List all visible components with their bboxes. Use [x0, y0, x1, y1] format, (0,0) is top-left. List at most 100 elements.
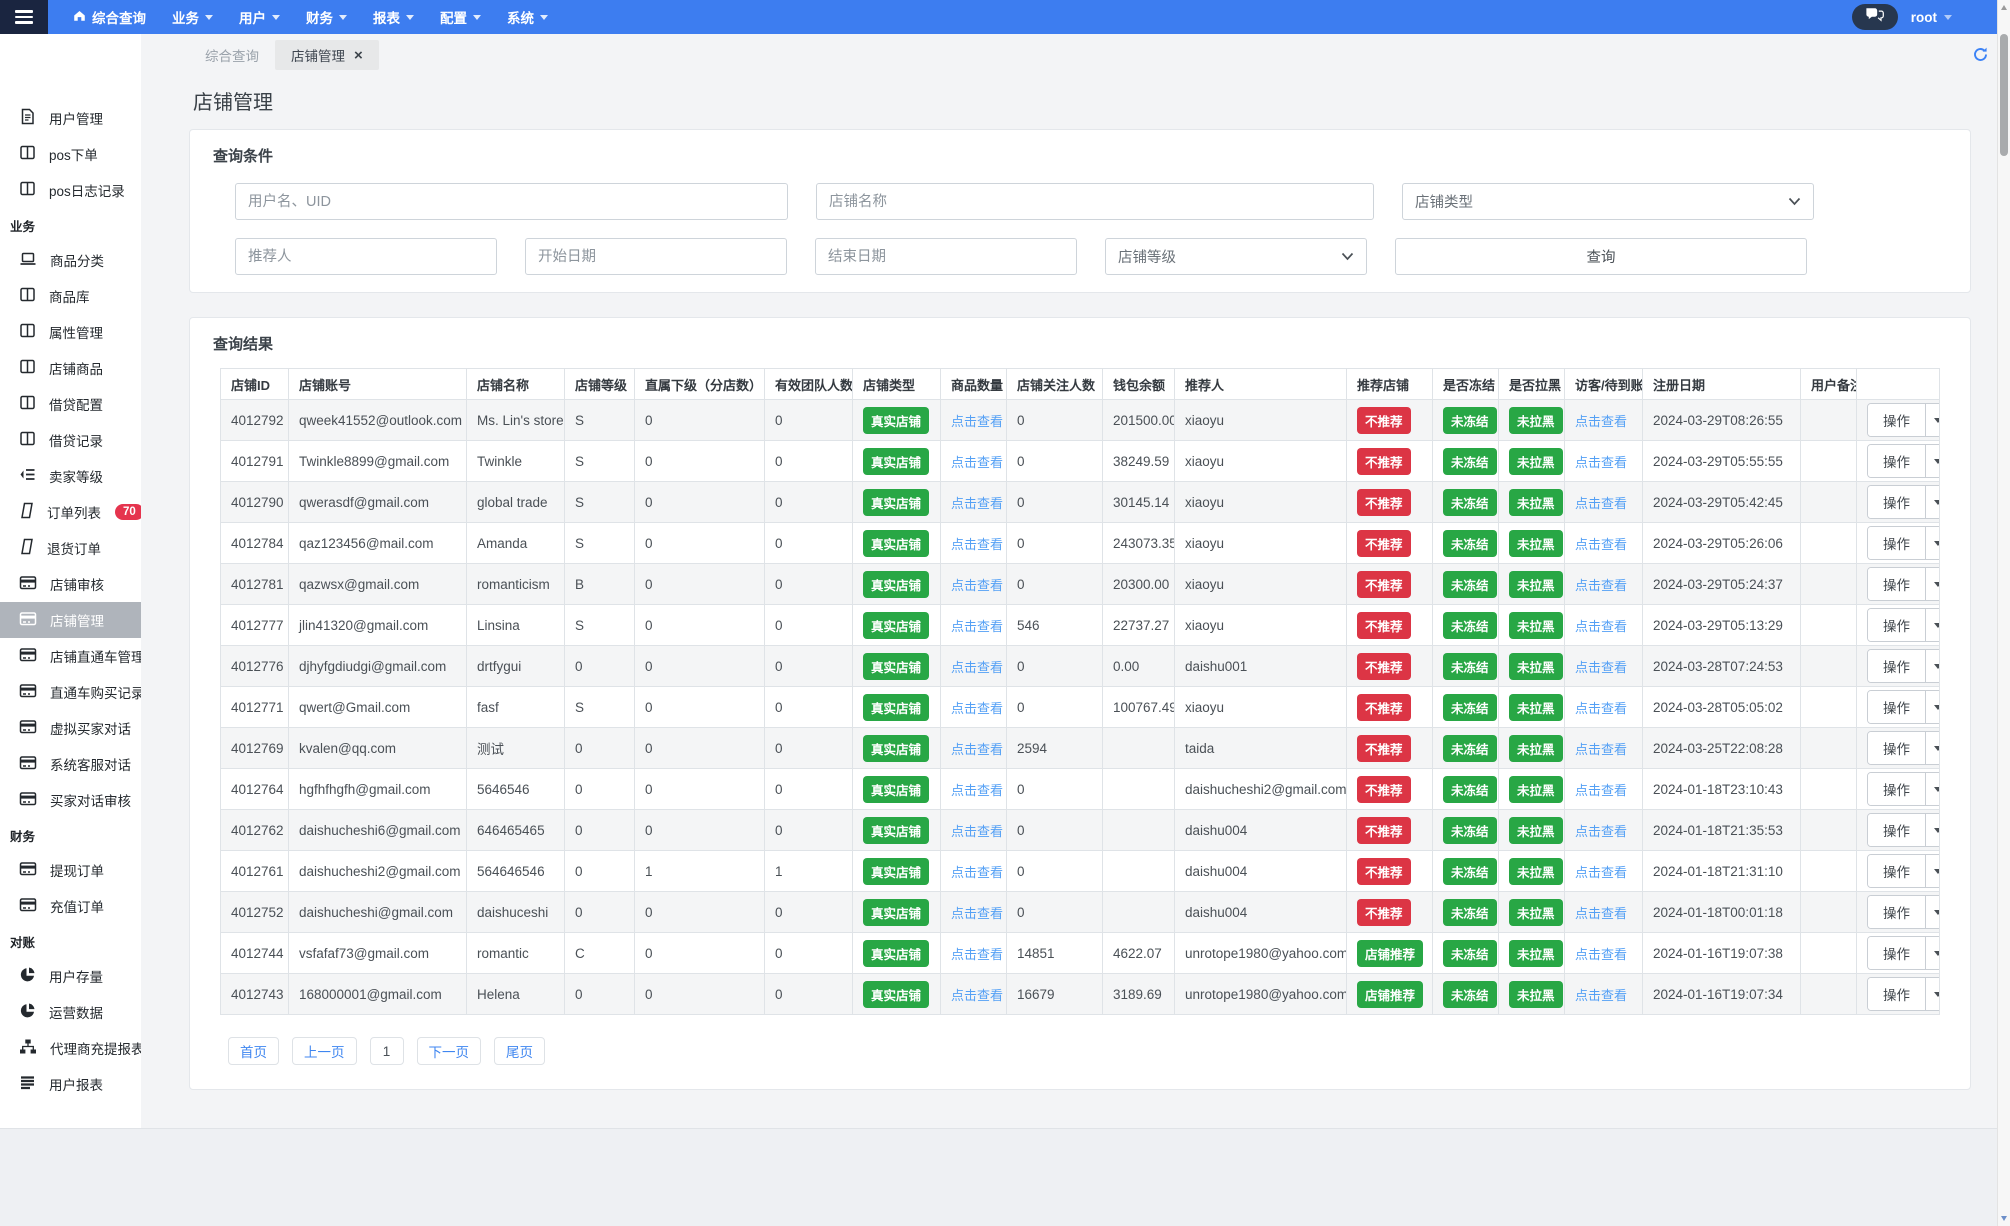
action-button[interactable]: 操作	[1868, 732, 1925, 764]
view-link[interactable]: 点击查看	[1575, 495, 1628, 511]
action-dropdown-button[interactable]	[1925, 445, 1939, 477]
refresh-icon[interactable]	[1972, 46, 1989, 68]
view-link[interactable]: 点击查看	[951, 905, 1004, 921]
view-link[interactable]: 点击查看	[1575, 577, 1628, 593]
action-dropdown-button[interactable]	[1925, 404, 1939, 436]
vertical-scrollbar[interactable]	[1997, 0, 2010, 1226]
sidebar-item[interactable]: 提现订单	[0, 852, 141, 888]
sidebar-item[interactable]: 商品库	[0, 278, 141, 314]
sidebar-item[interactable]: 用户管理	[0, 100, 141, 136]
search-button[interactable]: 查询	[1395, 238, 1807, 275]
pagination-button[interactable]: 尾页	[494, 1037, 545, 1065]
nav-menu-item[interactable]: 报表	[360, 0, 427, 34]
action-dropdown-button[interactable]	[1925, 527, 1939, 559]
nav-menu-item[interactable]: 业务	[159, 0, 226, 34]
sidebar-item[interactable]: 充值订单	[0, 888, 141, 924]
action-button[interactable]: 操作	[1868, 691, 1925, 723]
nav-menu-item[interactable]: 财务	[293, 0, 360, 34]
sidebar-item[interactable]: 属性管理	[0, 314, 141, 350]
tab[interactable]: 综合查询	[189, 40, 275, 70]
shop-type-select[interactable]: 店铺类型	[1402, 183, 1814, 220]
sidebar-item[interactable]: 直通车购买记录	[0, 674, 141, 710]
action-button[interactable]: 操作	[1868, 527, 1925, 559]
view-link[interactable]: 点击查看	[951, 864, 1004, 880]
view-link[interactable]: 点击查看	[1575, 536, 1628, 552]
scrollbar-thumb[interactable]	[2000, 34, 2008, 156]
view-link[interactable]: 点击查看	[1575, 782, 1628, 798]
view-link[interactable]: 点击查看	[951, 454, 1004, 470]
action-button[interactable]: 操作	[1868, 445, 1925, 477]
sidebar-item[interactable]: 退货订单	[0, 530, 141, 566]
action-dropdown-button[interactable]	[1925, 978, 1939, 1010]
view-link[interactable]: 点击查看	[1575, 823, 1628, 839]
action-dropdown-button[interactable]	[1925, 814, 1939, 846]
action-dropdown-button[interactable]	[1925, 691, 1939, 723]
action-button[interactable]: 操作	[1868, 650, 1925, 682]
view-link[interactable]: 点击查看	[1575, 946, 1628, 962]
sidebar-item[interactable]: 买家对话审核	[0, 782, 141, 818]
action-dropdown-button[interactable]	[1925, 609, 1939, 641]
nav-menu-item[interactable]: 用户	[226, 0, 293, 34]
view-link[interactable]: 点击查看	[951, 823, 1004, 839]
view-link[interactable]: 点击查看	[951, 495, 1004, 511]
action-button[interactable]: 操作	[1868, 814, 1925, 846]
action-button[interactable]: 操作	[1868, 609, 1925, 641]
action-button[interactable]: 操作	[1868, 404, 1925, 436]
scroll-down-arrow-icon[interactable]	[2001, 1216, 2007, 1221]
nav-menu-item[interactable]: 系统	[494, 0, 561, 34]
sidebar-item[interactable]: 用户报表	[0, 1066, 141, 1102]
view-link[interactable]: 点击查看	[1575, 700, 1628, 716]
nav-menu-item[interactable]: 综合查询	[60, 0, 159, 34]
action-dropdown-button[interactable]	[1925, 486, 1939, 518]
sidebar-item[interactable]: 运营数据	[0, 994, 141, 1030]
pagination-current-page[interactable]: 1	[369, 1037, 404, 1065]
sidebar-item[interactable]: 商品分类	[0, 242, 141, 278]
action-dropdown-button[interactable]	[1925, 896, 1939, 928]
sidebar-item[interactable]: 用户存量	[0, 958, 141, 994]
end-date-input[interactable]	[815, 238, 1077, 275]
sidebar-item[interactable]: pos下单	[0, 136, 141, 172]
action-dropdown-button[interactable]	[1925, 732, 1939, 764]
view-link[interactable]: 点击查看	[951, 536, 1004, 552]
action-dropdown-button[interactable]	[1925, 650, 1939, 682]
action-button[interactable]: 操作	[1868, 896, 1925, 928]
view-link[interactable]: 点击查看	[951, 987, 1004, 1003]
action-button[interactable]: 操作	[1868, 486, 1925, 518]
shop-level-select[interactable]: 店铺等级	[1105, 238, 1367, 275]
referrer-input[interactable]	[235, 238, 497, 275]
action-dropdown-button[interactable]	[1925, 855, 1939, 887]
close-icon[interactable]: ×	[354, 46, 363, 64]
sidebar-item[interactable]: pos日志记录	[0, 172, 141, 208]
sidebar-item[interactable]: 虚拟买家对话	[0, 710, 141, 746]
action-button[interactable]: 操作	[1868, 978, 1925, 1010]
start-date-input[interactable]	[525, 238, 787, 275]
view-link[interactable]: 点击查看	[951, 618, 1004, 634]
action-dropdown-button[interactable]	[1925, 773, 1939, 805]
sidebar-item[interactable]: 系统客服对话	[0, 746, 141, 782]
view-link[interactable]: 点击查看	[951, 741, 1004, 757]
sidebar-item[interactable]: 代理商充提报表	[0, 1030, 141, 1066]
nav-menu-item[interactable]: 配置	[427, 0, 494, 34]
sidebar-item[interactable]: 借贷记录	[0, 422, 141, 458]
view-link[interactable]: 点击查看	[951, 577, 1004, 593]
view-link[interactable]: 点击查看	[951, 659, 1004, 675]
sidebar-item[interactable]: 借贷配置	[0, 386, 141, 422]
action-button[interactable]: 操作	[1868, 937, 1925, 969]
view-link[interactable]: 点击查看	[951, 946, 1004, 962]
view-link[interactable]: 点击查看	[951, 700, 1004, 716]
pagination-button[interactable]: 上一页	[292, 1037, 357, 1065]
view-link[interactable]: 点击查看	[1575, 413, 1628, 429]
view-link[interactable]: 点击查看	[1575, 864, 1628, 880]
sidebar-item[interactable]: 店铺商品	[0, 350, 141, 386]
pagination-button[interactable]: 下一页	[416, 1037, 481, 1065]
view-link[interactable]: 点击查看	[1575, 659, 1628, 675]
view-link[interactable]: 点击查看	[951, 413, 1004, 429]
action-button[interactable]: 操作	[1868, 568, 1925, 600]
user-menu[interactable]: root	[1911, 10, 1952, 25]
view-link[interactable]: 点击查看	[1575, 454, 1628, 470]
sidebar-item-active[interactable]: 店铺管理	[0, 602, 141, 638]
action-dropdown-button[interactable]	[1925, 568, 1939, 600]
username-uid-input[interactable]	[235, 183, 788, 220]
hamburger-menu-button[interactable]	[0, 0, 48, 34]
tab-active[interactable]: 店铺管理 ×	[275, 40, 379, 70]
